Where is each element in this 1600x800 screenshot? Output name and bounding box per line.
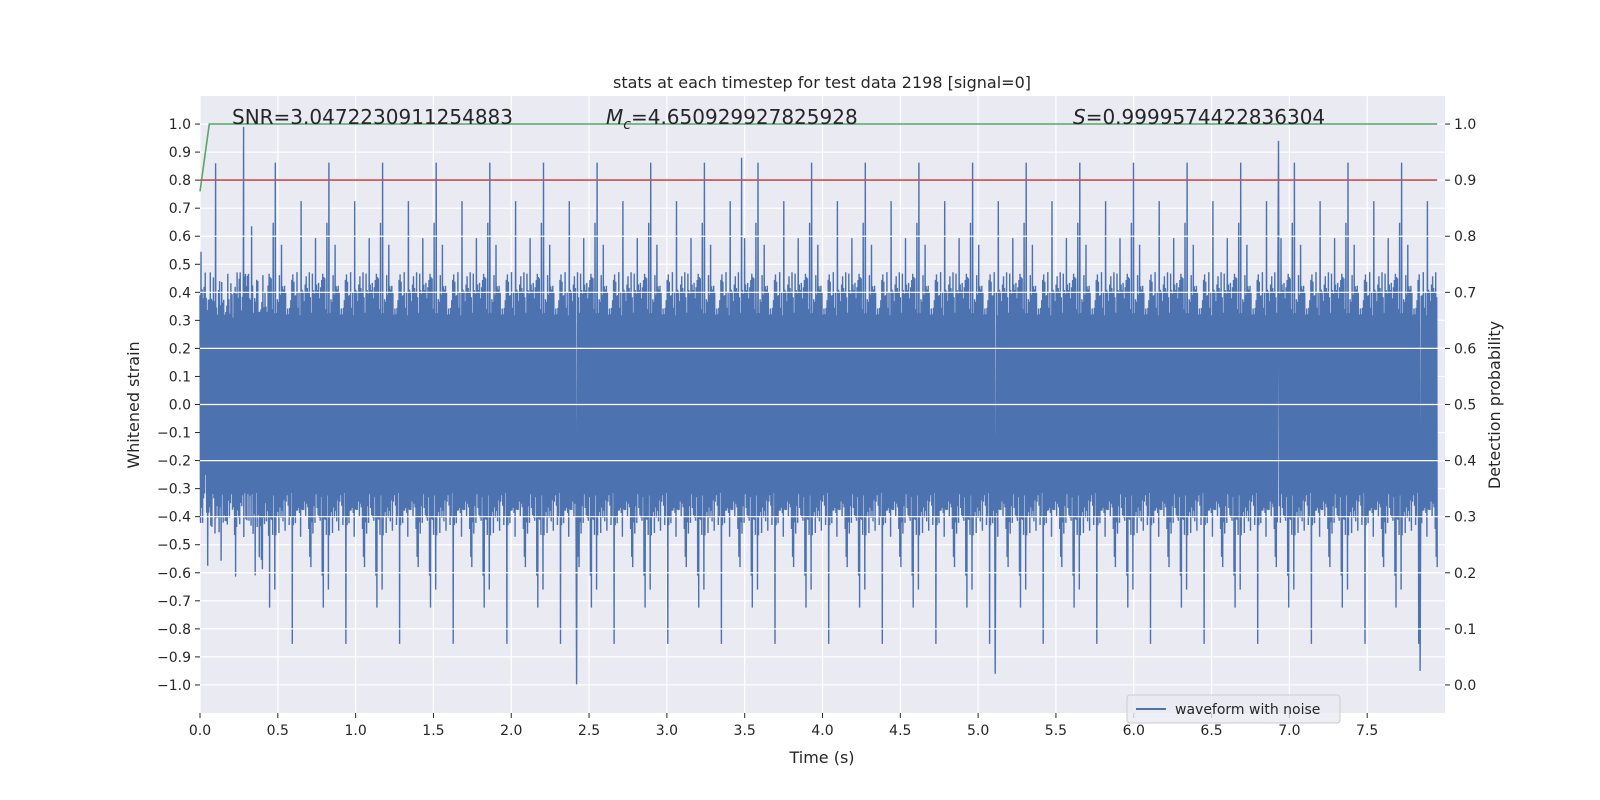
- y2-tick-label: 0.7: [1454, 285, 1476, 301]
- y2-tick-label: 0.2: [1454, 566, 1476, 582]
- x-tick-label: 4.0: [811, 723, 833, 739]
- y-tick-label: −0.7: [157, 594, 191, 610]
- y2-tick-label: 1.0: [1454, 117, 1476, 133]
- legend: waveform with noise: [1126, 694, 1341, 724]
- x-tick-label: 5.0: [967, 723, 989, 739]
- x-tick-label: 1.5: [422, 723, 444, 739]
- x-tick-label: 2.0: [500, 723, 522, 739]
- legend-label: waveform with noise: [1175, 702, 1320, 718]
- y2-tick-label: 0.1: [1454, 622, 1476, 638]
- y-axis-label: Whitened strain: [124, 341, 143, 468]
- x-axis-ticks: 0.0 0.5 1.0 1.5 2.0 2.5 3.0 3.5 4.0 4.5 5.0 5.5 6.0 6…: [189, 713, 1378, 739]
- x-tick-label: 7.5: [1356, 723, 1378, 739]
- score-annotation: S=0.9999574422836304: [1073, 105, 1325, 129]
- x-tick-label: 0.5: [267, 723, 289, 739]
- chart-title: stats at each timestep for test data 219…: [613, 73, 1031, 92]
- x-tick-label: 5.5: [1045, 723, 1067, 739]
- y-tick-label: 0.7: [169, 201, 191, 217]
- x-axis-label: Time (s): [788, 748, 854, 767]
- y-tick-label: 0.0: [169, 398, 191, 414]
- y-tick-label: −0.9: [157, 650, 191, 666]
- y2-tick-label: 0.4: [1454, 454, 1476, 470]
- y2-tick-label: 0.6: [1454, 341, 1476, 357]
- y-tick-label: 0.2: [169, 341, 191, 357]
- y2-tick-label: 0.8: [1454, 229, 1476, 245]
- waveform-series: [199, 126, 1438, 686]
- y-tick-label: 0.1: [169, 369, 191, 385]
- x-tick-label: 3.0: [656, 723, 678, 739]
- y2-tick-label: 0.9: [1454, 173, 1476, 189]
- y-tick-label: −0.2: [157, 454, 191, 470]
- y2-axis-ticks: 1.0 0.9 0.8 0.7 0.6 0.5 0.4 0.3 0.2 0.1 0.0: [1445, 117, 1476, 694]
- y-tick-label: −1.0: [157, 678, 191, 694]
- y2-tick-label: 0.3: [1454, 510, 1476, 526]
- chirp-mass-symbol: M: [606, 105, 623, 129]
- chirp-mass-value: =4.650929927825928: [631, 105, 858, 129]
- legend-box: [1126, 694, 1341, 724]
- chirp-mass-annotation: Mc=4.650929927825928: [606, 105, 858, 133]
- x-tick-label: 3.5: [734, 723, 756, 739]
- score-symbol: S: [1073, 105, 1086, 129]
- y-tick-label: 0.6: [169, 229, 191, 245]
- score-value: =0.9999574422836304: [1086, 105, 1325, 129]
- y-axis-ticks: 1.0 0.9 0.8 0.7 0.6 0.5 0.4 0.3 0.2 0.1 0.0 −0.1 −0.…: [157, 117, 200, 694]
- y2-axis-label: Detection probability: [1485, 321, 1504, 489]
- x-tick-label: 6.0: [1123, 723, 1145, 739]
- detection-probability-line: [199, 123, 1438, 192]
- y2-tick-label: 0.0: [1454, 678, 1476, 694]
- y2-tick-label: 0.5: [1454, 398, 1476, 414]
- waveform-line: [199, 126, 1438, 686]
- y-tick-label: 0.3: [169, 313, 191, 329]
- x-tick-label: 6.5: [1200, 723, 1222, 739]
- y-tick-label: −0.8: [157, 622, 191, 638]
- x-tick-label: 1.0: [344, 723, 366, 739]
- x-tick-label: 4.5: [889, 723, 911, 739]
- chirp-mass-subscript: c: [623, 117, 631, 133]
- y-tick-label: −0.4: [157, 510, 191, 526]
- y-tick-label: 0.5: [169, 257, 191, 273]
- y-tick-label: −0.1: [157, 426, 191, 442]
- x-tick-label: 0.0: [189, 723, 211, 739]
- y-tick-label: −0.5: [157, 538, 191, 554]
- x-tick-label: 7.0: [1278, 723, 1300, 739]
- probability-lines: [199, 123, 1438, 192]
- y-tick-label: 0.4: [169, 285, 191, 301]
- y-tick-label: 0.9: [169, 145, 191, 161]
- y-tick-label: −0.6: [157, 566, 191, 582]
- snr-annotation: SNR=3.0472230911254883: [232, 105, 513, 129]
- y-tick-label: −0.3: [157, 482, 191, 498]
- y-tick-label: 0.8: [169, 173, 191, 189]
- y-tick-label: 1.0: [169, 117, 191, 133]
- x-tick-label: 2.5: [578, 723, 600, 739]
